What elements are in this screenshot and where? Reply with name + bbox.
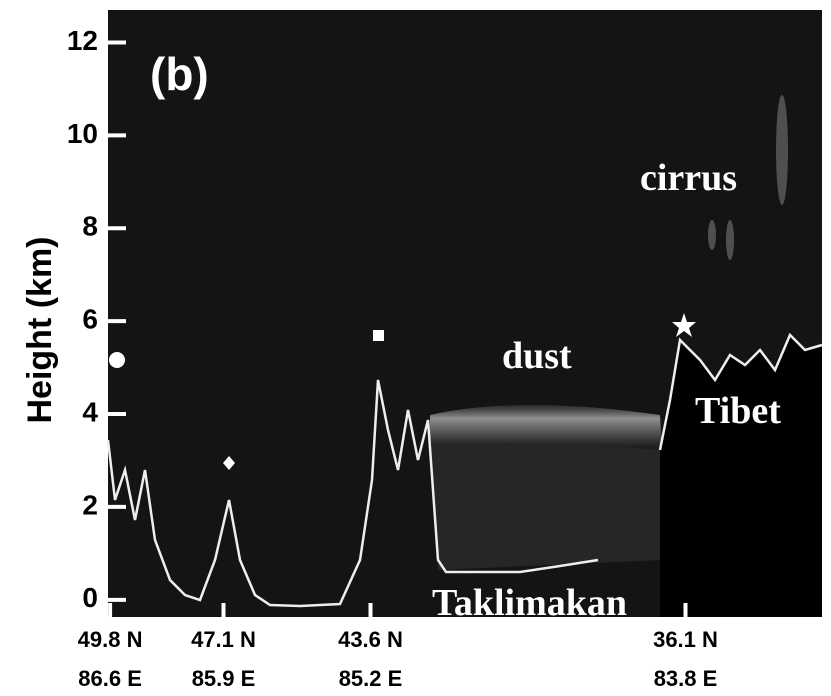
tibet-surface-line: [658, 332, 823, 451]
dust-haze: [430, 443, 662, 570]
marker-square: [373, 330, 384, 341]
x-tick-sublabel: 83.8 E: [654, 666, 718, 691]
y-tick-label: 10: [67, 118, 98, 149]
marker-diamond: [223, 456, 235, 470]
x-tick-sublabel: 85.9 E: [192, 666, 256, 691]
annotation: Tibet: [695, 390, 781, 432]
panel-label: (b): [150, 48, 209, 100]
y-tick-label: 12: [67, 25, 98, 56]
dust-layer: [430, 405, 662, 450]
y-tick-label: 2: [82, 489, 98, 520]
y-tick-label: 4: [82, 396, 98, 427]
x-tick-sublabel: 86.6 E: [78, 666, 142, 691]
marker-star: [672, 313, 696, 337]
y-tick-label: 6: [82, 304, 98, 335]
annotation: dust: [502, 335, 572, 377]
x-tick-label: 43.6 N: [338, 627, 403, 652]
y-tick-label: 8: [82, 211, 98, 242]
x-tick-label: 49.8 N: [78, 627, 143, 652]
y-tick-label: 0: [82, 582, 98, 613]
x-tick-sublabel: 85.2 E: [339, 666, 403, 691]
x-tick-label: 47.1 N: [191, 627, 256, 652]
surface-line: [106, 379, 599, 608]
marker-circle: [109, 352, 125, 368]
cirrus-cloud: [708, 95, 788, 260]
y-axis-label: Height (km): [21, 237, 59, 424]
tibet-terrain: [660, 335, 822, 617]
x-tick-label: 36.1 N: [653, 627, 718, 652]
annotation: Taklimakan: [432, 582, 627, 624]
annotation: cirrus: [640, 157, 737, 199]
